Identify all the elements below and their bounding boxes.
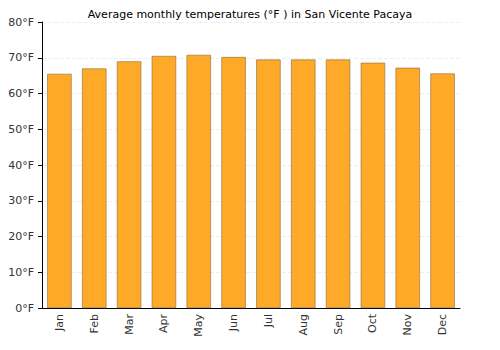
svg-text:Sep: Sep [332,314,345,335]
svg-text:Jan: Jan [53,314,66,332]
svg-text:May: May [192,314,205,337]
svg-text:Nov: Nov [401,314,414,336]
svg-text:80°F: 80°F [8,16,34,29]
svg-text:Feb: Feb [88,314,101,333]
svg-text:Average monthly temperatures (: Average monthly temperatures (°F ) in Sa… [88,8,413,21]
svg-text:20°F: 20°F [8,230,34,243]
svg-text:50°F: 50°F [8,123,34,136]
svg-text:Jul: Jul [262,314,275,328]
svg-text:30°F: 30°F [8,194,34,207]
svg-text:Apr: Apr [157,314,170,334]
svg-text:60°F: 60°F [8,87,34,100]
svg-text:Dec: Dec [436,314,449,335]
svg-text:70°F: 70°F [8,51,34,64]
svg-text:Jun: Jun [227,314,240,332]
svg-text:40°F: 40°F [8,159,34,172]
svg-text:Aug: Aug [297,314,310,335]
svg-text:0°F: 0°F [15,302,34,315]
svg-text:10°F: 10°F [8,266,34,279]
svg-text:Mar: Mar [123,314,136,335]
svg-text:Oct: Oct [366,313,379,333]
